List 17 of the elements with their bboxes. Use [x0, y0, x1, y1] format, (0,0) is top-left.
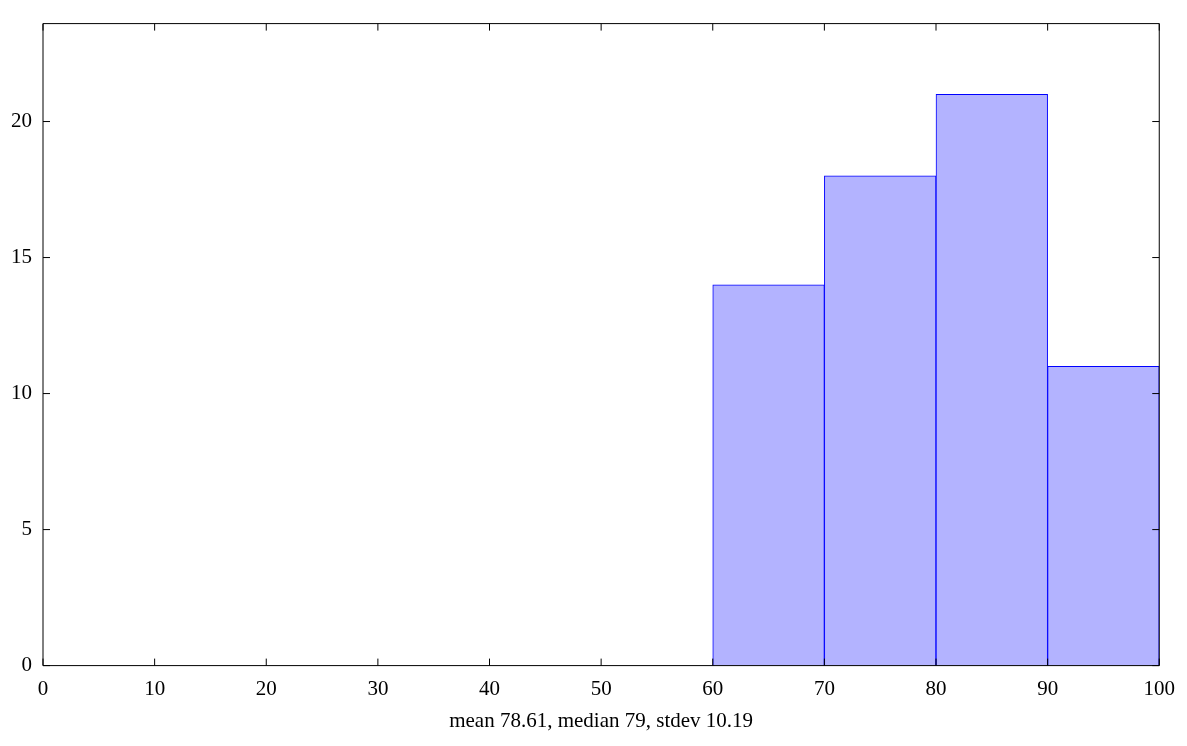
x-tick-label: 20: [255, 675, 277, 700]
x-tick-label: 100: [1143, 675, 1175, 700]
x-tick-label: 70: [813, 675, 835, 700]
x-tick-label: 60: [702, 675, 724, 700]
x-tick-label: 50: [590, 675, 612, 700]
x-axis-title: mean 78.61, median 79, stdev 10.19: [449, 707, 754, 732]
y-tick-label: 20: [11, 108, 32, 133]
x-tick-label: 80: [925, 675, 947, 700]
y-tick-label: 10: [11, 380, 32, 405]
x-tick-label: 30: [367, 675, 389, 700]
y-tick-label: 15: [11, 244, 32, 269]
y-tick-label: 5: [21, 516, 32, 541]
y-tick-label: 0: [21, 652, 32, 677]
x-tick-label: 10: [144, 675, 166, 700]
x-tick-label: 0: [37, 675, 49, 700]
x-tick-label: 90: [1037, 675, 1059, 700]
x-tick-label: 40: [479, 675, 500, 700]
